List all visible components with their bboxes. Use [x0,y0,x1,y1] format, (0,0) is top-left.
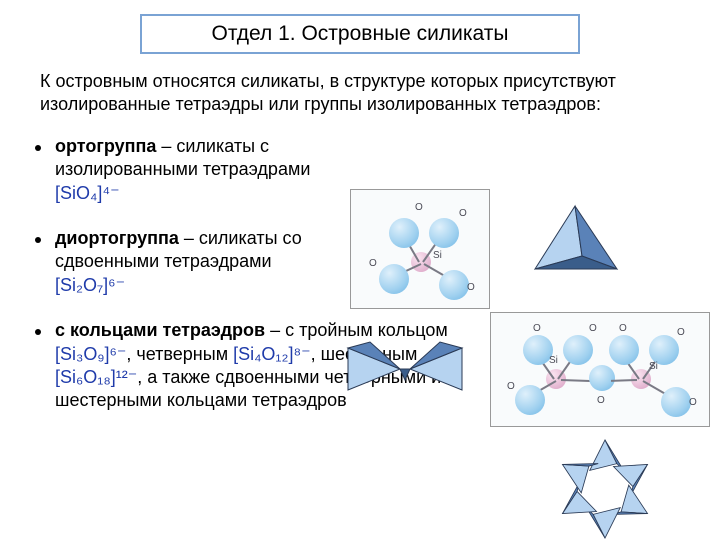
ring-icon [510,434,700,544]
silicon-label: Si [549,355,558,366]
oxygen-atom-icon [661,387,691,417]
oxygen-atom-icon [389,218,419,248]
page-title: Отдел 1. Островные силикаты [212,22,509,45]
diortho-formula: [Si₂O₇]⁶⁻ [55,275,125,295]
bowtie-icon [340,334,470,404]
diortho-label: диортогруппа [55,228,179,248]
ring-f1: [Si₃O₉]⁶⁻ [55,344,126,364]
diortho-tetra-diagram [340,334,470,404]
oxygen-label: O [415,202,423,213]
silicon-label: Si [649,361,658,372]
oxygen-atom-icon [589,365,615,391]
silicon-label: Si [433,250,442,261]
oxygen-label: O [677,327,685,338]
oxygen-atom-icon [563,335,593,365]
page-title-banner: Отдел 1. Островные силикаты [140,14,580,54]
oxygen-label: O [369,258,377,269]
intro-text: К островным относятся силикаты, в структ… [40,70,680,117]
bullet-diortho-text: диортогруппа – силикаты со сдвоенными те… [55,227,315,297]
oxygen-atom-icon [429,218,459,248]
bullet-ortho-text: ортогруппа – силикаты с изолированными т… [55,135,320,205]
oxygen-label: O [507,381,515,392]
ortho-ballstick-diagram: O O O O Si [350,189,490,309]
oxygen-atom-icon [515,385,545,415]
ring-sep1: , четверным [126,344,233,364]
ortho-tetra-diagram [520,194,630,294]
ring-label: с кольцами тетраэдров [55,320,265,340]
oxygen-label: O [467,282,475,293]
ortho-label: ортогруппа [55,136,156,156]
ortho-formula: [SiO₄]⁴⁻ [55,183,120,203]
oxygen-atom-icon [439,270,469,300]
oxygen-atom-icon [379,264,409,294]
oxygen-label: O [459,208,467,219]
diortho-ballstick-diagram: O O O O O O O Si Si [490,312,710,427]
oxygen-label: O [619,323,627,334]
bullet-dot [35,329,41,335]
oxygen-atom-icon [609,335,639,365]
ring-f2: [Si₄O₁₂]⁸⁻ [233,344,311,364]
oxygen-label: O [689,397,697,408]
bullet-dot [35,237,41,243]
oxygen-label: O [589,323,597,334]
tetra-icon [520,194,630,294]
ring-tetra-diagram [510,434,700,544]
bullet-dot [35,145,41,151]
oxygen-label: O [597,395,605,406]
oxygen-label: O [533,323,541,334]
ring-f3: [Si₆O₁₈]¹²⁻ [55,367,137,387]
